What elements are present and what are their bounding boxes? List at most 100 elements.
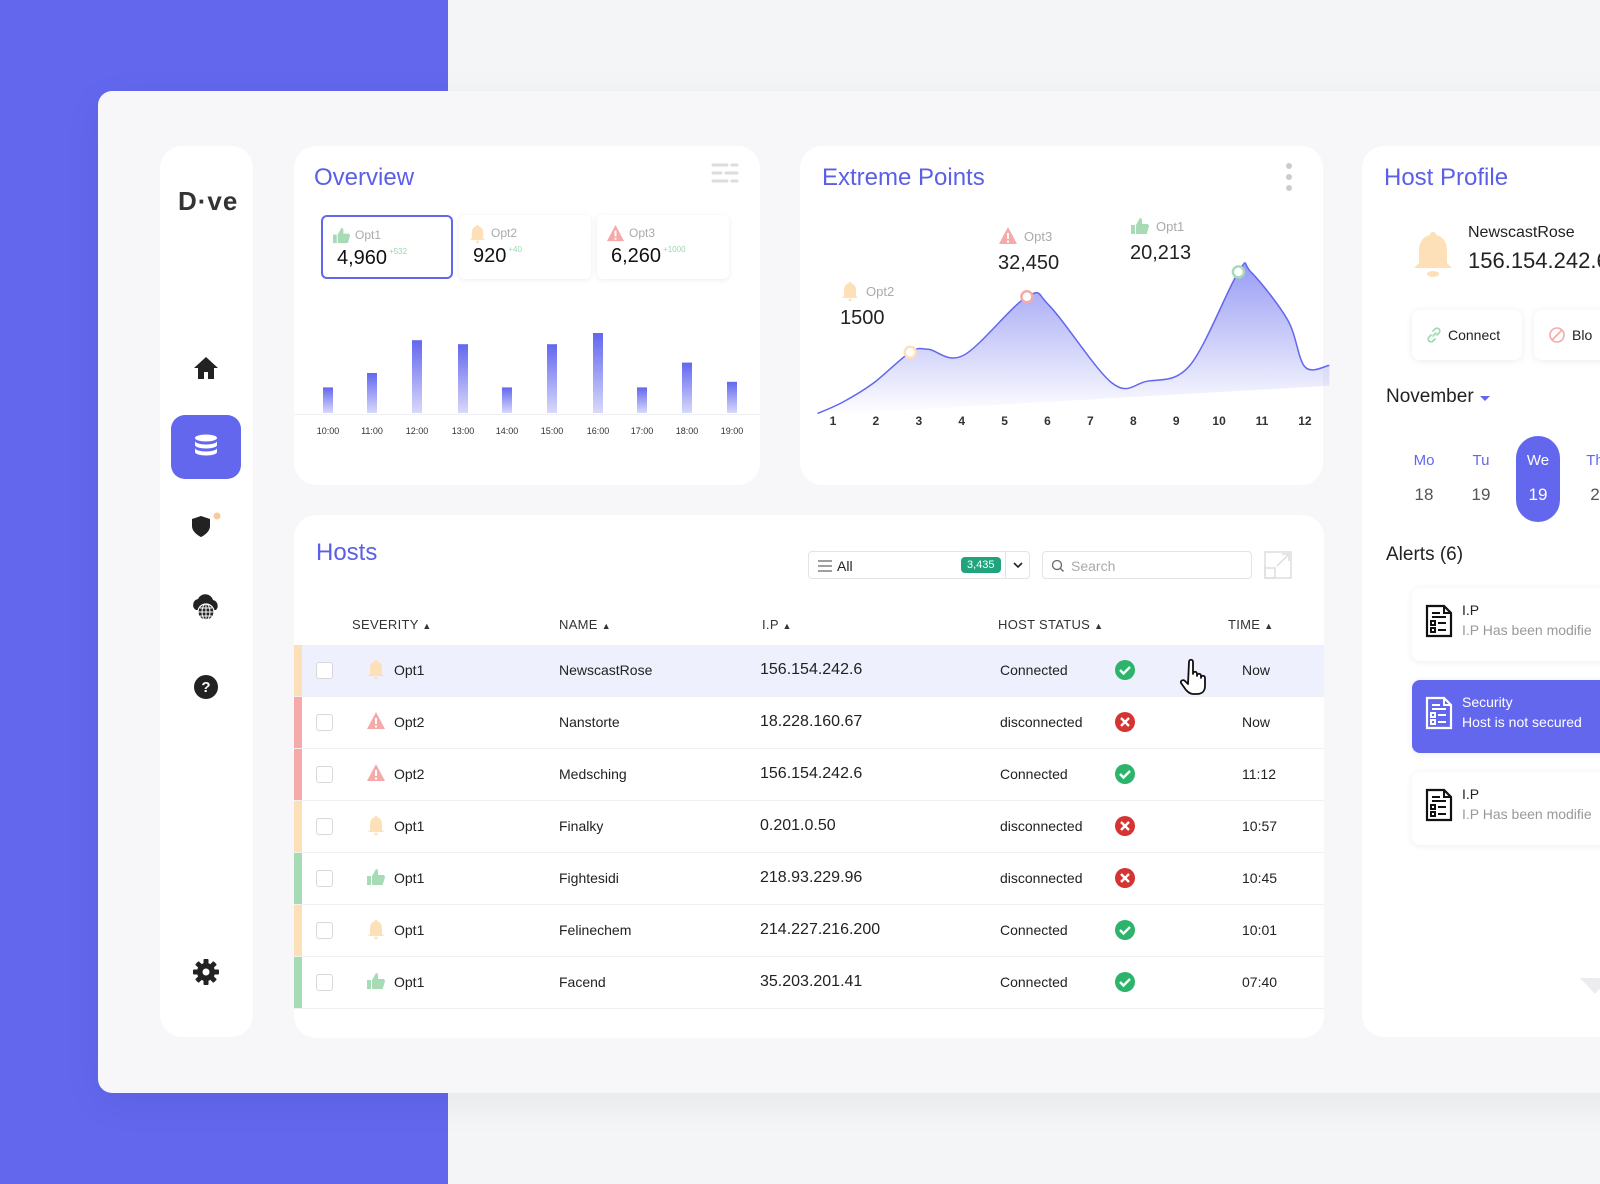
filter-select[interactable]: All 3,435 bbox=[808, 551, 1030, 579]
severity-label: Opt2 bbox=[394, 714, 425, 730]
row-checkbox[interactable] bbox=[316, 922, 333, 939]
alert-text: Host is not secured bbox=[1462, 714, 1582, 730]
column-label: HOST STATUS bbox=[998, 617, 1091, 632]
month-label: November bbox=[1386, 386, 1474, 407]
menu-lines-icon[interactable] bbox=[710, 162, 740, 186]
annotation-label: Opt2 bbox=[866, 283, 895, 299]
alert-item[interactable]: Security Host is not secured bbox=[1412, 680, 1600, 753]
stat-card-opt3[interactable]: Opt3 6,260 +1000 bbox=[597, 215, 729, 279]
table-row[interactable]: Opt1 NewscastRose 156.154.242.6 Connected No… bbox=[294, 645, 1324, 697]
time: 07:40 bbox=[1242, 974, 1278, 990]
stat-label: Opt2 bbox=[491, 226, 518, 240]
table-row[interactable]: Opt1 Felinechem 214.227.216.200 Connected 10… bbox=[294, 905, 1324, 957]
profile-title: Host Profile bbox=[1384, 164, 1509, 191]
caret-down-icon bbox=[1479, 396, 1490, 401]
x-tick-label: 13:00 bbox=[451, 426, 475, 436]
row-checkbox[interactable] bbox=[316, 870, 333, 887]
host-name: Felinechem bbox=[559, 922, 632, 938]
host-ip: 18.228.160.67 bbox=[760, 713, 863, 730]
host-name: NewscastRose bbox=[559, 662, 653, 678]
alert-item[interactable]: I.P I.P Has been modifie bbox=[1412, 588, 1600, 661]
calendar-day[interactable]: Th 2 bbox=[1573, 436, 1600, 522]
row-checkbox[interactable] bbox=[316, 714, 333, 731]
hand-cursor-icon bbox=[1179, 658, 1206, 695]
alert-title: I.P bbox=[1462, 786, 1480, 802]
stat-card-opt2[interactable]: Opt2 920 +40 bbox=[459, 215, 591, 279]
severity-stripe bbox=[294, 645, 302, 696]
overview-title: Overview bbox=[314, 164, 415, 191]
notification-dot bbox=[213, 512, 221, 520]
column-header-i-p[interactable]: I.P ▲︎ bbox=[762, 617, 792, 632]
thumbs-up-icon bbox=[367, 973, 385, 989]
table-row[interactable]: Opt1 Fightesidi 218.93.229.96 disconnected 1… bbox=[294, 853, 1324, 905]
host-status: disconnected bbox=[1000, 870, 1083, 886]
connected-icon bbox=[1115, 920, 1135, 940]
time: 11:12 bbox=[1242, 766, 1276, 782]
host-status: Connected bbox=[1000, 766, 1068, 782]
extreme-title: Extreme Points bbox=[822, 164, 985, 191]
row-checkbox[interactable] bbox=[316, 662, 333, 679]
calendar-day[interactable]: Tu 19 bbox=[1459, 436, 1503, 522]
x-tick-label: 7 bbox=[1087, 414, 1094, 428]
nav-database[interactable] bbox=[171, 415, 241, 479]
table-row[interactable]: Opt1 Finalky 0.201.0.50 disconnected 10:57 bbox=[294, 801, 1324, 853]
table-row[interactable]: Opt1 Facend 35.203.201.41 Connected 07:40 bbox=[294, 957, 1324, 1009]
calendar-day[interactable]: We 19 bbox=[1516, 436, 1560, 522]
calendar-day[interactable]: Mo 18 bbox=[1402, 436, 1446, 522]
weekday: Tu bbox=[1472, 452, 1490, 469]
column-header-host-status[interactable]: HOST STATUS ▲︎ bbox=[998, 617, 1103, 632]
severity-label: Opt1 bbox=[394, 974, 425, 990]
day-number: 19 bbox=[1528, 485, 1548, 504]
sort-icon: ▲︎ bbox=[1094, 621, 1104, 631]
column-header-name[interactable]: NAME ▲︎ bbox=[559, 617, 611, 632]
host-ip: 214.227.216.200 bbox=[760, 921, 881, 938]
more-vertical-icon[interactable] bbox=[1284, 162, 1294, 194]
nav-settings[interactable] bbox=[171, 940, 241, 1004]
filter-value: All bbox=[837, 558, 853, 574]
host-name: Finalky bbox=[559, 818, 604, 834]
table-row[interactable]: Opt2 Nanstorte 18.228.160.67 disconnected No… bbox=[294, 697, 1324, 749]
connected-icon bbox=[1115, 764, 1135, 784]
column-header-severity[interactable]: SEVERITY ▲︎ bbox=[352, 617, 432, 632]
search-icon bbox=[1051, 559, 1064, 572]
annotation-value: 20,213 bbox=[1130, 242, 1192, 264]
month-select[interactable]: November bbox=[1386, 386, 1491, 408]
row-checkbox[interactable] bbox=[316, 818, 333, 835]
warning-icon bbox=[999, 227, 1017, 244]
nav-home[interactable] bbox=[171, 336, 241, 400]
nav-security[interactable] bbox=[171, 495, 241, 559]
gear-icon bbox=[193, 959, 219, 985]
expand-icon[interactable] bbox=[1264, 551, 1292, 579]
alert-text: I.P Has been modifie bbox=[1462, 806, 1592, 822]
row-checkbox[interactable] bbox=[316, 766, 333, 783]
stat-number: 4,960 bbox=[337, 247, 388, 269]
search-input[interactable]: Search bbox=[1042, 551, 1252, 579]
table-row[interactable]: Opt2 Medsching 156.154.242.6 Connected 11:12 bbox=[294, 749, 1324, 801]
x-tick-label: 18:00 bbox=[675, 426, 699, 436]
nav-network[interactable] bbox=[171, 575, 241, 639]
host-name: Nanstorte bbox=[559, 714, 620, 730]
row-checkbox[interactable] bbox=[316, 974, 333, 991]
severity-stripe bbox=[294, 697, 302, 748]
overview-card: Overview Opt1 4,960 +532 Opt2 920 +40 Opt3 6,26… bbox=[294, 146, 760, 485]
x-tick-label: 12:00 bbox=[405, 426, 429, 436]
home-icon bbox=[194, 357, 218, 379]
connect-button[interactable]: Connect bbox=[1412, 310, 1522, 360]
column-header-time[interactable]: TIME ▲︎ bbox=[1228, 617, 1273, 632]
chevron-down-icon[interactable] bbox=[1012, 561, 1024, 569]
database-icon bbox=[195, 434, 217, 456]
day-number: 19 bbox=[1471, 485, 1491, 504]
host-name: Medsching bbox=[559, 766, 627, 782]
severity-label: Opt2 bbox=[394, 766, 425, 782]
block-button[interactable]: Blo bbox=[1534, 310, 1600, 360]
host-ip: 35.203.201.41 bbox=[760, 973, 863, 990]
scroll-down-icon[interactable] bbox=[1580, 976, 1600, 996]
stat-delta: +40 bbox=[508, 245, 522, 254]
stat-card-opt1[interactable]: Opt1 4,960 +532 bbox=[321, 215, 453, 279]
nav-help[interactable]: ? bbox=[171, 655, 241, 719]
alert-item[interactable]: I.P I.P Has been modifie bbox=[1412, 772, 1600, 845]
time: Now bbox=[1242, 714, 1271, 730]
x-tick-label: 8 bbox=[1129, 414, 1137, 428]
stat-number: 920 bbox=[473, 245, 507, 267]
warning-icon bbox=[367, 764, 385, 781]
